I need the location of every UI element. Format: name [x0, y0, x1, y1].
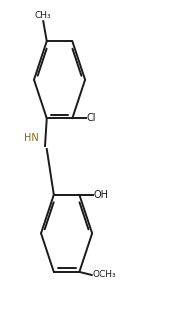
Text: Cl: Cl — [86, 113, 96, 123]
Text: CH₃: CH₃ — [35, 11, 52, 20]
Text: OCH₃: OCH₃ — [93, 271, 116, 280]
Text: OH: OH — [93, 190, 108, 200]
Text: HN: HN — [24, 133, 39, 143]
